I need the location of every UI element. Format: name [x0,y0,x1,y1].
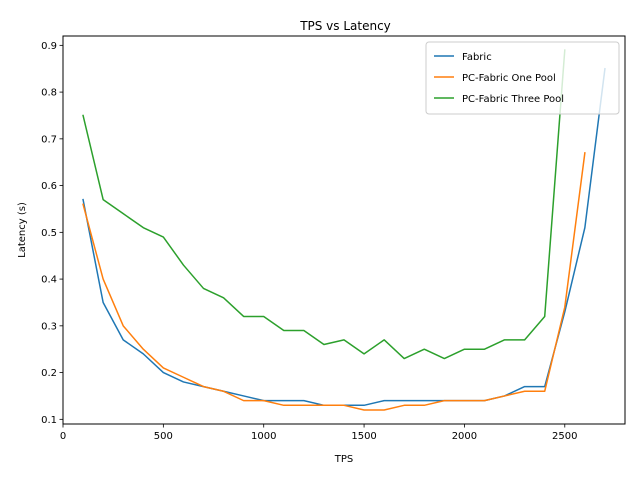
series-layer [82,49,606,411]
legend-label-pc-fabric-three-pool: PC-Fabric Three Pool [462,94,564,105]
x-tick-label: 1500 [351,431,376,442]
y-axis-label: Latency (s) [17,202,28,258]
y-tick-label: 0.3 [41,321,57,332]
legend-box [425,41,620,115]
plot-frame [62,35,626,425]
legend-label-pc-fabric-one-pool: PC-Fabric One Pool [462,73,556,84]
series-line-pc-fabric-three-pool [82,49,566,360]
x-tick-label: 0 [60,431,66,442]
y-tick-label: 0.8 [41,88,57,99]
x-axis: 0 500 1000 1500 2000 2500 [60,424,578,442]
y-tick-label: 0.7 [41,134,57,145]
x-axis-label: TPS [334,454,354,465]
x-tick-label: 1000 [251,431,276,442]
y-tick-label: 0.9 [41,41,57,52]
x-tick-label: 500 [154,431,173,442]
series-line-pc-fabric-one-pool [82,152,586,411]
legend-label-fabric: Fabric [462,52,492,63]
y-tick-label: 0.6 [41,181,57,192]
series-line-fabric [82,67,606,407]
legend: Fabric PC-Fabric One Pool PC-Fabric Three … [425,41,620,115]
y-tick-label: 0.1 [41,415,57,426]
x-tick-label: 2500 [552,431,577,442]
y-tick-label: 0.2 [41,368,57,379]
y-tick-label: 0.5 [41,228,57,239]
x-tick-label: 2000 [452,431,477,442]
y-tick-label: 0.4 [41,275,57,286]
chart-title: TPS vs Latency [299,19,391,33]
y-axis: 0.1 0.2 0.3 0.4 0.5 0.6 0.7 0.8 0.9 [41,41,63,426]
